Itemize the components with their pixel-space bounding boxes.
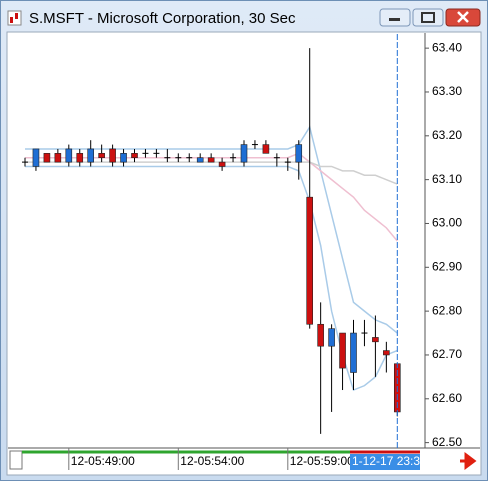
overlay-line [25, 165, 398, 392]
y-tick-label: 63.30 [432, 84, 462, 98]
window-title: S.MSFT - Microsoft Corporation, 30 Sec [29, 10, 296, 27]
plot: 62.50 62.60 62.70 62.80 62.90 63.00 63.10 63.20… [22, 34, 462, 470]
y-tick-label: 63.10 [432, 172, 462, 186]
x-tick-label: 12-05:54:00 [180, 454, 244, 468]
candle-body [372, 337, 379, 343]
candle-body [218, 161, 226, 167]
cursor-label-box [350, 454, 420, 470]
y-tick-label: 63.20 [432, 128, 462, 142]
candle-body [262, 144, 270, 154]
candle-body [98, 153, 105, 159]
candle-body [43, 153, 51, 163]
window-icon [7, 10, 22, 26]
window-icon-bar [10, 17, 13, 23]
candle-body [131, 153, 138, 159]
x-tick-label: 12-05:49:00 [71, 454, 135, 468]
y-tick-label: 62.80 [432, 303, 462, 317]
scroll-right-arrow[interactable] [460, 452, 477, 470]
candle-body [120, 153, 127, 163]
candle-body [76, 153, 84, 163]
candle-body [54, 153, 62, 163]
candle-body [87, 148, 94, 163]
y-tick-label: 63.40 [432, 40, 462, 54]
cursor-label: 1-12-17 23:34:00 [352, 454, 444, 468]
candle-body [240, 144, 248, 163]
y-tick-label: 62.90 [432, 259, 462, 273]
candle-body [196, 157, 204, 163]
candle-body [109, 148, 116, 163]
candle-body [32, 148, 40, 167]
candle-body [295, 144, 303, 163]
minimize-icon [389, 18, 400, 21]
candle-body [317, 323, 324, 347]
overlay-line [25, 125, 398, 334]
candle-body [328, 328, 335, 347]
candle-body [65, 148, 73, 163]
close-icon [457, 11, 469, 23]
x-tick-label: 12-05:59:00 [290, 454, 354, 468]
y-tick-label: 63.00 [432, 216, 462, 230]
y-tick-label: 62.60 [432, 391, 462, 405]
y-tick-label: 62.50 [432, 435, 462, 449]
chart-area [6, 31, 482, 476]
scroll-thumb[interactable] [9, 450, 23, 470]
minimize-button[interactable] [379, 8, 411, 27]
candle-body [383, 350, 390, 356]
window-icon-bar [15, 13, 18, 19]
candle-body [207, 157, 215, 163]
maximize-icon [421, 12, 435, 23]
candle-body [350, 332, 357, 373]
y-tick-label: 62.70 [432, 347, 462, 361]
candle-body [306, 196, 314, 325]
candle-body [339, 332, 346, 369]
maximize-button[interactable] [412, 8, 444, 27]
